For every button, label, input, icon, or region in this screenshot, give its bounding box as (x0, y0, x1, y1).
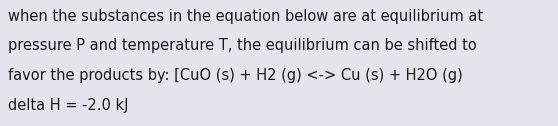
Text: when the substances in the equation below are at equilibrium at: when the substances in the equation belo… (8, 9, 483, 24)
Text: delta H = -2.0 kJ: delta H = -2.0 kJ (8, 98, 129, 113)
Text: pressure P and temperature T, the equilibrium can be shifted to: pressure P and temperature T, the equili… (8, 38, 477, 53)
Text: favor the products by: [CuO (s) + H2 (g) <-> Cu (s) + H2O (g): favor the products by: [CuO (s) + H2 (g)… (8, 68, 463, 83)
